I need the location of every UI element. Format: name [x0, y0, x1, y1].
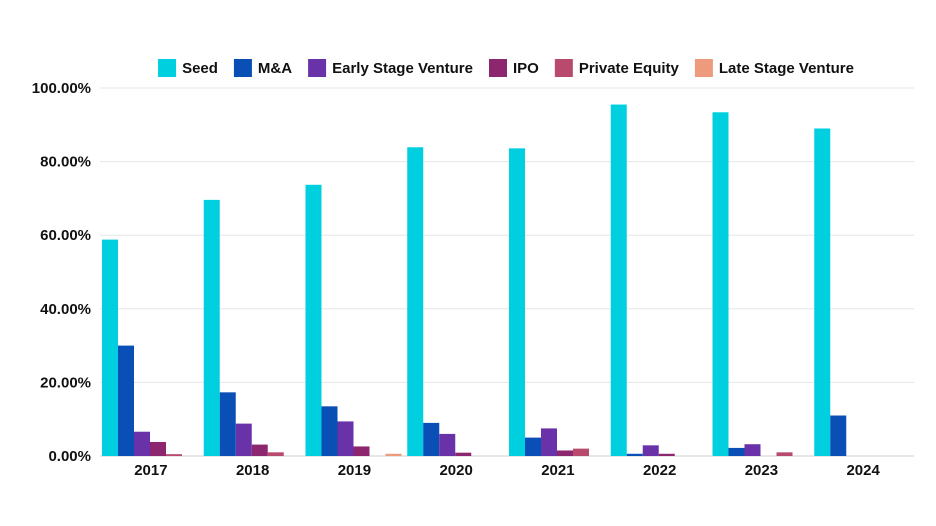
x-tick-label: 2021 [541, 462, 574, 479]
legend-label: M&A [258, 60, 292, 77]
bar [712, 112, 729, 457]
x-tick-label: 2020 [439, 462, 472, 479]
bar [102, 239, 118, 456]
bar [573, 448, 589, 456]
y-tick-label: 100.00% [32, 80, 91, 97]
legend: Seed M&A Early Stage Venture IPO Private Equ… [158, 59, 854, 77]
bar [744, 444, 761, 456]
legend-swatch [158, 59, 177, 77]
bar [203, 199, 220, 456]
y-axis: 0.00% 20.00% 40.00% 60.00% 80.00% 100.00% [32, 80, 91, 465]
bar [728, 447, 745, 456]
bar [509, 148, 525, 457]
bar [118, 345, 134, 456]
legend-swatch [694, 59, 713, 77]
legend-swatch [554, 59, 573, 77]
legend-swatch [308, 59, 327, 77]
bar [305, 184, 322, 456]
legend-swatch [489, 59, 507, 77]
bar [166, 454, 182, 456]
x-tick-label: 2022 [643, 462, 676, 479]
bar [321, 406, 338, 456]
bar [267, 452, 284, 456]
bar [626, 453, 643, 456]
bar [439, 433, 456, 456]
legend-item: Early Stage Venture [308, 59, 473, 77]
x-tick-label: 2019 [338, 462, 371, 479]
bar [455, 452, 472, 456]
x-tick-label: 2023 [745, 462, 778, 479]
bar [251, 444, 268, 456]
bar [353, 446, 370, 456]
x-tick-label: 2017 [134, 462, 167, 479]
y-tick-label: 0.00% [48, 448, 91, 465]
bar [150, 442, 166, 456]
legend-label: Private Equity [579, 60, 680, 77]
y-tick-label: 80.00% [40, 154, 91, 171]
legend-item: M&A [233, 59, 292, 77]
legend-label: Late Stage Venture [719, 60, 854, 77]
x-axis: 2017 2018 2019 2020 2021 2022 2023 2024 [134, 462, 880, 479]
bar [219, 392, 236, 456]
bar [814, 128, 831, 457]
bar [337, 421, 354, 456]
legend-item: Seed [158, 59, 218, 77]
bar [385, 453, 402, 456]
legend-label: IPO [513, 60, 539, 77]
legend-item: IPO [489, 59, 539, 77]
bars [102, 104, 847, 457]
legend-label: Seed [182, 60, 218, 77]
bar [830, 415, 847, 456]
y-tick-label: 40.00% [40, 301, 91, 318]
legend-label: Early Stage Venture [332, 60, 473, 77]
legend-item: Private Equity [554, 59, 680, 77]
bar [525, 437, 541, 456]
bar [235, 423, 252, 456]
legend-item: Late Stage Venture [694, 59, 854, 77]
y-tick-label: 20.00% [40, 374, 91, 391]
bar [541, 428, 557, 456]
bar [557, 450, 573, 456]
bar [658, 453, 675, 456]
bar [134, 431, 150, 456]
bar [407, 147, 424, 457]
bar [423, 422, 440, 456]
bar [776, 452, 793, 456]
x-tick-label: 2018 [236, 462, 269, 479]
bar [642, 445, 659, 456]
legend-swatch [233, 59, 252, 77]
y-tick-label: 60.00% [40, 227, 91, 244]
x-tick-label: 2024 [846, 462, 880, 479]
bar [610, 104, 627, 456]
